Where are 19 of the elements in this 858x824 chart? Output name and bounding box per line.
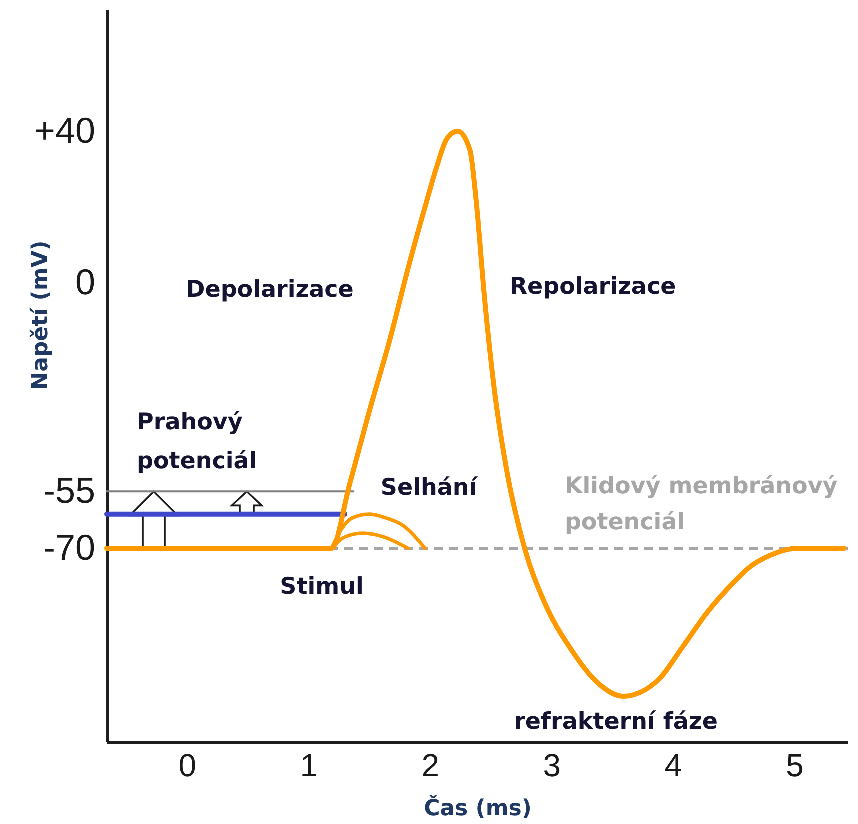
annotation: Repolarizace xyxy=(510,274,676,300)
x-tick-label: 3 xyxy=(543,748,561,784)
x-tick-label: 1 xyxy=(300,748,318,784)
x-tick-label: 4 xyxy=(664,748,682,784)
annotation: refrakterní fáze xyxy=(514,709,718,735)
annotation: Selhání xyxy=(380,475,478,501)
annotation: Prahový potenciál xyxy=(137,410,258,474)
y-tick-label: -55 xyxy=(43,470,96,512)
x-tick-label: 0 xyxy=(178,748,197,784)
y-axis-title: Napětí (mV) xyxy=(28,240,54,390)
x-axis-title: Čas (ms) xyxy=(424,794,532,822)
annotation: Depolarizace xyxy=(186,277,354,303)
y-tick-label: 0 xyxy=(75,262,96,303)
x-tick-label: 5 xyxy=(786,748,804,784)
ref-line-label: Klidový membránový potenciál xyxy=(564,474,838,536)
y-tick-label: +40 xyxy=(34,110,96,151)
x-tick-label: 2 xyxy=(422,748,440,784)
annotation: Stimul xyxy=(280,574,364,600)
y-tick-label: -70 xyxy=(43,527,96,568)
